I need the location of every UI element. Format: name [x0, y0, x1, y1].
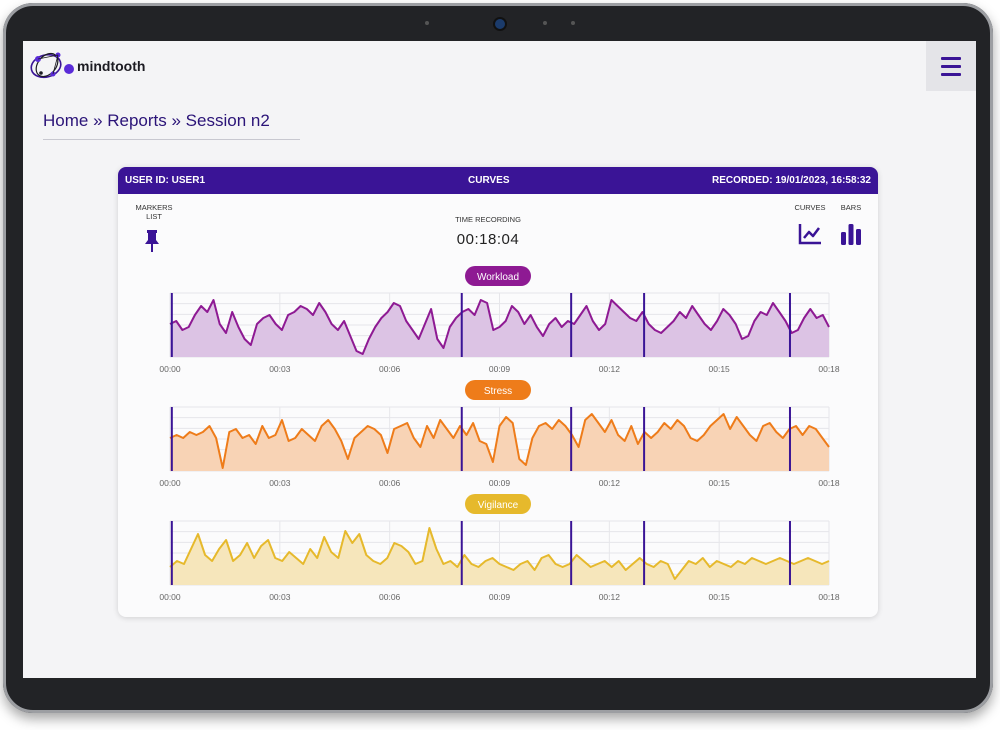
x-tick-label: 00:12: [599, 364, 621, 374]
series-area: [170, 528, 829, 585]
x-tick-label: 00:12: [599, 478, 621, 488]
x-tick-label: 00:12: [599, 592, 621, 602]
series-title-badge: [465, 494, 531, 514]
x-tick-label: 00:06: [379, 364, 401, 374]
sensor-dot: [571, 21, 575, 25]
tablet-frame: mindtooth Home » Reports » Session n2 US…: [3, 3, 993, 713]
series-line: [169, 413, 830, 469]
x-tick-label: 00:06: [379, 478, 401, 488]
x-tick-label: 00:00: [159, 364, 181, 374]
series-area: [170, 414, 829, 471]
session-curves-card: USER ID: USER1 CURVES RECORDED: 19/01/20…: [118, 167, 878, 617]
series-area: [170, 300, 829, 357]
series-line: [169, 527, 830, 580]
breadcrumb[interactable]: Home » Reports » Session n2: [43, 111, 300, 140]
menu-icon: [941, 64, 961, 68]
mindtooth-logo-icon: [30, 52, 74, 79]
card-title: CURVES: [468, 175, 510, 186]
x-tick-label: 00:09: [489, 364, 511, 374]
bars-view-label: BARS: [840, 203, 862, 212]
user-id-label: USER ID: USER1: [125, 175, 206, 186]
x-tick-label: 00:15: [709, 478, 731, 488]
time-recording-value: 00:18:04: [456, 231, 520, 248]
brand-logo[interactable]: mindtooth: [29, 47, 145, 85]
series-title: Stress: [484, 386, 512, 397]
series-line: [169, 299, 830, 355]
x-tick-label: 00:06: [379, 592, 401, 602]
x-tick-label: 00:18: [818, 478, 840, 488]
tablet-rim: [3, 3, 993, 713]
x-tick-label: 00:03: [269, 478, 291, 488]
time-recording-label: TIME RECORDING: [455, 215, 521, 224]
x-tick-label: 00:03: [269, 592, 291, 602]
series-title-badge: [465, 266, 531, 286]
series-title-badge: [465, 380, 531, 400]
camera-lens: [493, 17, 507, 31]
x-tick-label: 00:15: [709, 592, 731, 602]
x-tick-label: 00:00: [159, 592, 181, 602]
sensor-dot: [425, 21, 429, 25]
line-chart-icon[interactable]: [798, 223, 822, 245]
menu-icon: [941, 56, 961, 60]
series-title: Workload: [477, 272, 519, 283]
curves-view-label: CURVES: [794, 203, 826, 212]
menu-icon: [941, 72, 961, 76]
x-tick-label: 00:09: [489, 592, 511, 602]
x-tick-label: 00:15: [709, 364, 731, 374]
brand-name: mindtooth: [77, 58, 146, 74]
session-charts: 00:00 00:03 00:06 00:09 00:12 00:15 00:18 Workl…: [159, 266, 840, 602]
top-bar: mindtooth: [23, 41, 976, 93]
menu-button[interactable]: [926, 41, 976, 91]
x-tick-label: 00:18: [818, 364, 840, 374]
x-tick-label: 00:09: [489, 478, 511, 488]
app-screen: mindtooth Home » Reports » Session n2 US…: [23, 41, 976, 678]
series-title: Vigilance: [478, 500, 519, 511]
card-header: USER ID: USER1 CURVES RECORDED: 19/01/20…: [118, 167, 878, 194]
x-tick-label: 00:03: [269, 364, 291, 374]
sensor-dot: [543, 21, 547, 25]
recorded-timestamp: RECORDED: 19/01/2023, 16:58:32: [712, 175, 871, 186]
pin-icon[interactable]: [144, 230, 160, 254]
bar-chart-icon[interactable]: [840, 223, 862, 245]
markers-list-label: MARKERS LIST: [135, 203, 173, 221]
x-tick-label: 00:00: [159, 478, 181, 488]
x-tick-label: 00:18: [818, 592, 840, 602]
